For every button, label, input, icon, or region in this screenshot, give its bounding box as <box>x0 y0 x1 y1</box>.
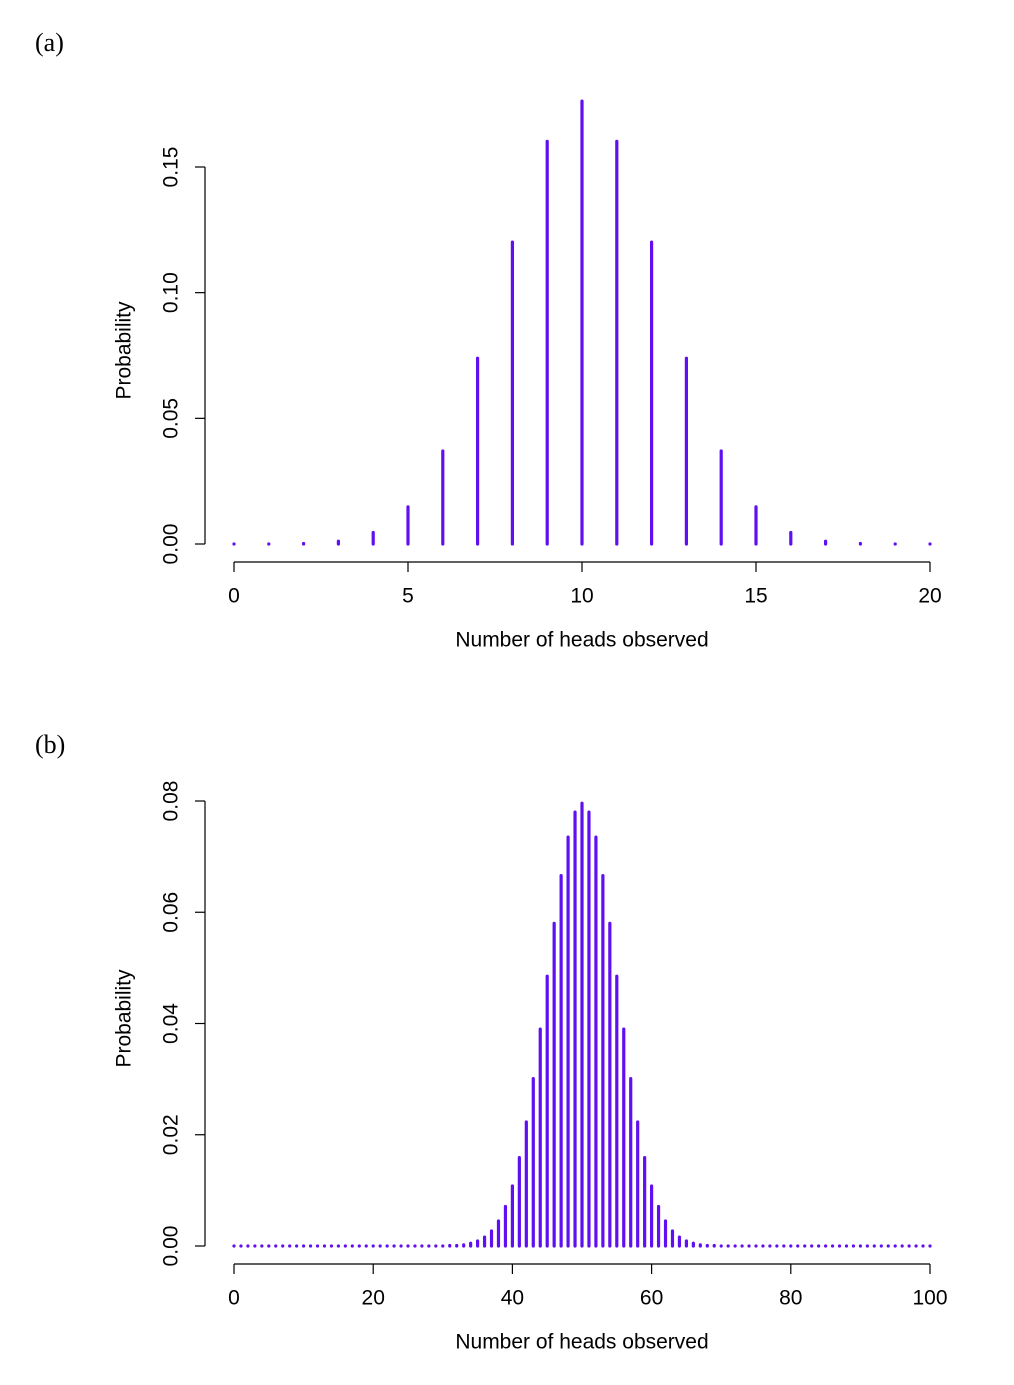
x-tick-label: 0 <box>228 585 240 608</box>
y-tick-label: 0.04 <box>160 1003 183 1044</box>
x-tick-label: 20 <box>918 585 941 608</box>
panel-label: (a) <box>35 28 64 57</box>
y-tick-label: 0.10 <box>160 272 183 313</box>
x-axis-label: Number of heads observed <box>455 1331 708 1354</box>
x-tick-label: 5 <box>402 585 414 608</box>
y-axis-label: Probability <box>113 301 136 400</box>
x-tick-label: 0 <box>228 1287 240 1310</box>
y-tick-label: 0.05 <box>160 398 183 439</box>
x-tick-label: 100 <box>912 1287 947 1310</box>
x-tick-label: 20 <box>362 1287 385 1310</box>
x-tick-label: 80 <box>779 1287 802 1310</box>
x-tick-label: 15 <box>744 585 767 608</box>
y-tick-label: 0.06 <box>160 892 183 933</box>
x-axis-label: Number of heads observed <box>455 629 708 652</box>
y-axis-label: Probability <box>113 969 136 1068</box>
x-tick-label: 40 <box>501 1287 524 1310</box>
y-tick-label: 0.15 <box>160 147 183 188</box>
x-tick-label: 10 <box>570 585 593 608</box>
panel-label: (b) <box>35 730 65 759</box>
y-tick-label: 0.00 <box>160 1226 183 1267</box>
y-tick-label: 0.00 <box>160 524 183 565</box>
y-tick-label: 0.08 <box>160 781 183 822</box>
x-tick-label: 60 <box>640 1287 663 1310</box>
y-tick-label: 0.02 <box>160 1114 183 1155</box>
